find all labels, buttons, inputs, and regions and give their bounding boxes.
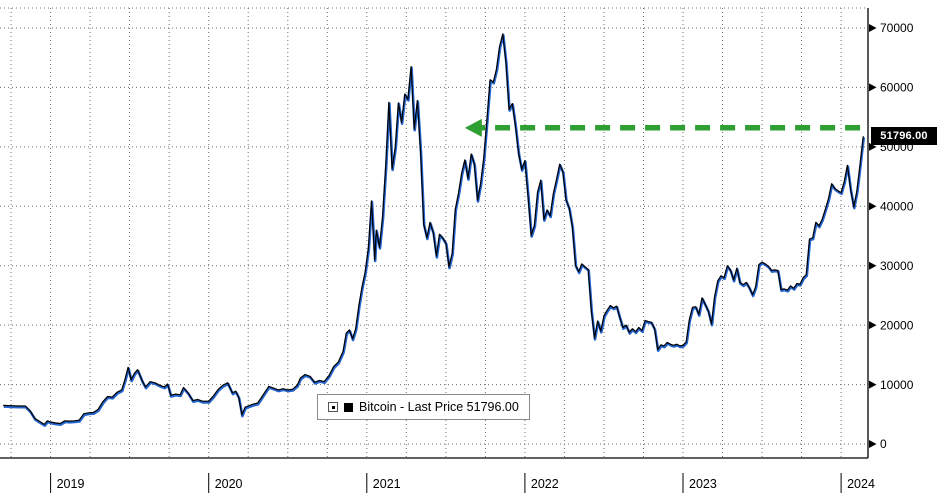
y-tick-arrow-icon xyxy=(869,380,877,389)
plot-frame xyxy=(0,8,869,459)
x-year-label: 2023 xyxy=(689,477,717,491)
legend[interactable]: Bitcoin - Last Price 51796.00 xyxy=(317,394,530,420)
y-tick-arrow-icon xyxy=(869,24,877,32)
y-tick-arrow-icon xyxy=(869,321,877,330)
grid xyxy=(0,7,868,458)
y-tick-label: 10000 xyxy=(880,378,914,392)
legend-label: Bitcoin - Last Price 51796.00 xyxy=(359,400,519,414)
y-tick-arrow-icon xyxy=(869,202,877,211)
x-year-label: 2019 xyxy=(57,477,85,491)
last-price-flag: 51796.00 xyxy=(871,127,937,145)
y-tick-label: 20000 xyxy=(880,318,914,332)
bitcoin-price-line xyxy=(3,33,864,425)
x-year-label: 2020 xyxy=(215,477,243,491)
legend-toggle-icon[interactable] xyxy=(328,402,338,412)
trend-annotation-arrow xyxy=(464,118,861,137)
y-tick-label: 0 xyxy=(880,437,887,451)
x-year-label: 2024 xyxy=(847,477,875,491)
x-year-label: 2022 xyxy=(531,477,559,491)
y-tick-arrow-icon xyxy=(869,83,877,92)
y-tick-label: 40000 xyxy=(880,200,914,214)
legend-series-swatch-icon xyxy=(344,402,353,412)
y-tick-label: 70000 xyxy=(880,21,914,35)
y-tick-arrow-icon xyxy=(869,440,877,448)
y-tick-arrow-icon xyxy=(869,261,877,270)
y-tick-arrow-icon xyxy=(869,142,877,151)
y-tick-label: 30000 xyxy=(880,259,914,273)
x-year-label: 2021 xyxy=(373,477,401,491)
x-axis: 2019 2020 2021 2022 2023 2024 xyxy=(50,473,875,493)
arrow-head-icon xyxy=(464,118,482,137)
bitcoin-price-line-halo xyxy=(3,33,866,427)
y-tick-label: 60000 xyxy=(880,81,914,95)
